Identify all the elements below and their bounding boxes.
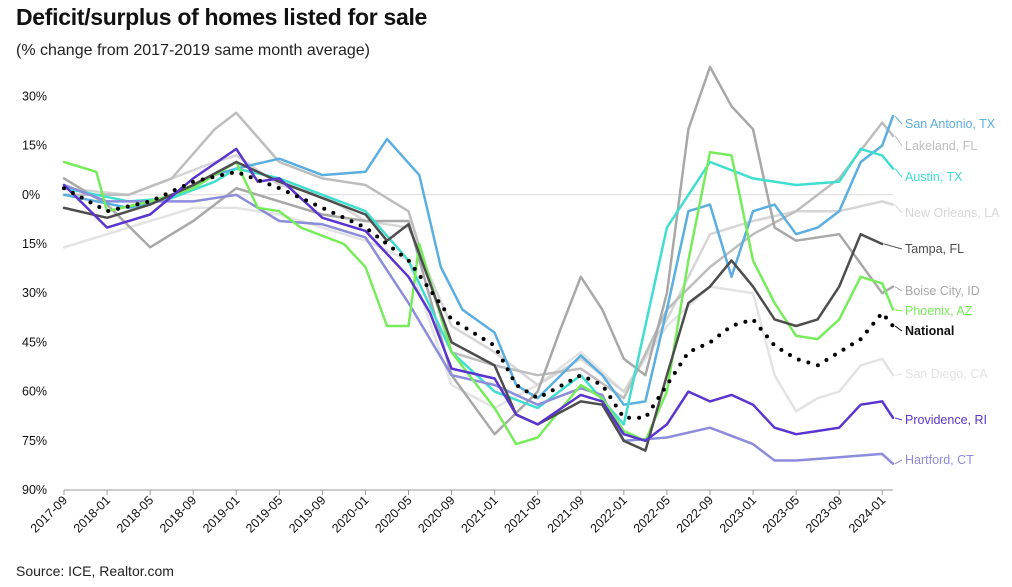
label-connector xyxy=(894,286,903,292)
y-tick-label: 15% xyxy=(22,237,47,251)
x-tick-label: 2022-01 xyxy=(588,493,630,535)
label-connector xyxy=(894,459,903,465)
series-line-tampa-fl xyxy=(62,160,884,452)
series-line-san-antonio-tx xyxy=(62,114,895,406)
label-connector xyxy=(894,135,903,147)
series-line-phoenix-az xyxy=(62,150,895,446)
x-tick-label: 2020-09 xyxy=(415,493,457,535)
series-line-boise-city-id xyxy=(62,65,895,436)
y-tick-label: 15% xyxy=(22,139,47,153)
x-tick-label: 2019-01 xyxy=(200,493,242,535)
x-tick-label: 2021-01 xyxy=(458,493,500,535)
label-connector xyxy=(894,309,903,312)
x-tick-label: 2018-01 xyxy=(71,493,113,535)
series-lines xyxy=(62,65,895,466)
x-tick-label: 2019-05 xyxy=(243,493,285,535)
x-tick-label: 2019-09 xyxy=(286,493,328,535)
x-tick-label: 2021-05 xyxy=(501,493,543,535)
series-label-providence-ri: Providence, RI xyxy=(905,413,987,427)
series-label-national: National xyxy=(905,324,954,338)
x-tick-label: 2023-01 xyxy=(717,493,759,535)
chart-subtitle: (% change from 2017-2019 same month aver… xyxy=(16,42,370,59)
series-label-san-diego-ca: San Diego, CA xyxy=(905,367,988,381)
x-tick-label: 2022-09 xyxy=(674,493,716,535)
series-line-hartford-ct xyxy=(62,183,895,466)
series-label-austin-tx: Austin, TX xyxy=(905,170,963,184)
y-tick-label: 75% xyxy=(22,434,47,448)
x-tick-label: 2021-09 xyxy=(545,493,587,535)
label-connector xyxy=(894,325,903,332)
y-tick-label: 90% xyxy=(22,483,47,497)
x-axis: 2017-09 2018-01 2018-05 2018-09 2019-01 2019-… xyxy=(28,489,893,536)
x-tick-label: 2023-09 xyxy=(803,493,845,535)
x-tick-label: 2020-01 xyxy=(329,493,371,535)
chart-source: Source: ICE, Realtor.com xyxy=(16,563,174,579)
y-tick-label: 0% xyxy=(22,188,40,202)
series-label-tampa-fl: Tampa, FL xyxy=(905,242,964,256)
label-connector xyxy=(894,204,903,214)
x-tick-label: 2018-05 xyxy=(114,493,156,535)
label-connector xyxy=(894,417,903,421)
series-line-austin-tx xyxy=(62,147,895,426)
x-tick-label: 2023-05 xyxy=(760,493,802,535)
x-tick-label: 2020-05 xyxy=(372,493,414,535)
label-connector xyxy=(894,115,903,125)
series-label-new-orleans-la: New Orleans, LA xyxy=(905,206,1000,220)
label-connector xyxy=(884,243,903,250)
series-labels: San Antonio, TX Lakeland, FL Austin, TX New… xyxy=(884,115,1000,467)
series-line-san-diego-ca xyxy=(62,206,895,413)
x-tick-label: 2017-09 xyxy=(28,493,70,535)
y-tick-label: 60% xyxy=(22,385,47,399)
chart-title: Deficit/surplus of homes listed for sale xyxy=(16,4,428,30)
series-label-boise-city-id: Boise City, ID xyxy=(905,284,980,298)
series-label-lakeland-fl: Lakeland, FL xyxy=(905,139,977,153)
x-tick-label: 2018-09 xyxy=(157,493,199,535)
y-tick-label: 30% xyxy=(22,89,47,103)
label-connector xyxy=(894,373,903,376)
series-label-hartford-ct: Hartford, CT xyxy=(905,453,974,467)
series-label-phoenix-az: Phoenix, AZ xyxy=(905,304,973,318)
x-tick-label: 2024-01 xyxy=(846,493,888,535)
y-axis: 30% 15% 0% 15% 30% 45% 60% 75% 90% xyxy=(22,89,893,497)
y-tick-label: 30% xyxy=(22,286,47,300)
label-connector xyxy=(894,168,903,178)
x-tick-label: 2022-05 xyxy=(631,493,673,535)
series-label-san-antonio-tx: San Antonio, TX xyxy=(905,117,996,131)
y-tick-label: 45% xyxy=(22,335,47,349)
series-line-providence-ri xyxy=(62,147,895,443)
